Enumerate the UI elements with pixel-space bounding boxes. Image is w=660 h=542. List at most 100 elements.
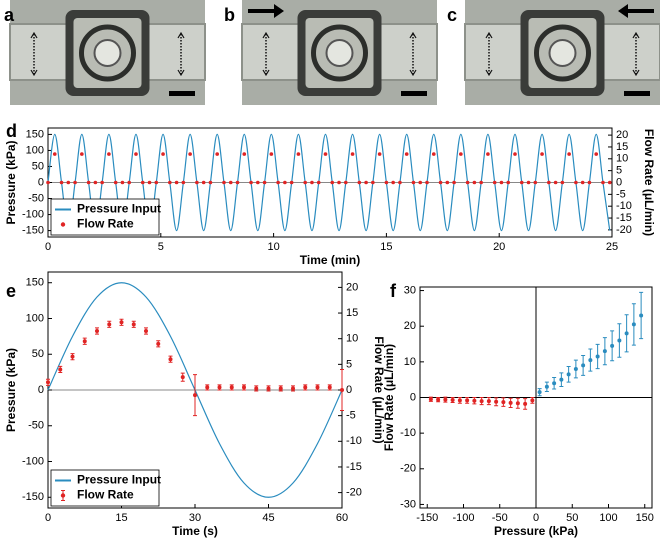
data-point xyxy=(479,399,484,404)
x-tick-label: -50 xyxy=(492,512,508,524)
data-point xyxy=(46,380,50,385)
x-tick-label: 45 xyxy=(262,512,274,524)
data-point xyxy=(607,180,612,185)
y2-tick-label: -20 xyxy=(346,487,362,499)
data-point xyxy=(479,180,483,185)
data-point xyxy=(113,180,118,185)
data-point xyxy=(120,180,125,185)
data-point xyxy=(553,180,558,185)
data-point xyxy=(574,180,578,185)
data-point xyxy=(205,385,210,390)
y2-tick-label: -5 xyxy=(616,188,626,200)
data-point xyxy=(594,152,599,156)
data-point xyxy=(229,385,234,390)
data-point xyxy=(80,152,84,156)
flow-arrow xyxy=(618,4,654,18)
data-point xyxy=(588,358,593,363)
data-point xyxy=(530,398,535,403)
data-point xyxy=(544,384,549,389)
data-point xyxy=(337,180,341,185)
panel-label: d xyxy=(6,121,17,141)
data-point xyxy=(156,341,161,346)
data-point xyxy=(278,386,283,391)
data-point xyxy=(134,152,138,156)
y-tick-label: -10 xyxy=(400,427,416,439)
data-point xyxy=(384,180,389,185)
data-point xyxy=(131,322,136,327)
data-point xyxy=(174,180,179,185)
data-point xyxy=(147,180,152,185)
data-point xyxy=(581,363,586,368)
y2-tick-label: 5 xyxy=(346,358,352,370)
y-tick-label: -100 xyxy=(22,455,44,467)
data-point xyxy=(93,180,98,185)
x-tick-label: 5 xyxy=(158,241,164,253)
x-tick-label: 25 xyxy=(606,241,618,253)
data-point xyxy=(587,180,592,185)
x-tick-label: 15 xyxy=(115,512,127,524)
data-point xyxy=(486,399,491,404)
data-point xyxy=(315,385,320,390)
data-point xyxy=(316,180,321,185)
y-tick-label: 0 xyxy=(38,176,44,188)
x-tick-label: 10 xyxy=(267,241,279,253)
data-point xyxy=(436,397,441,402)
data-point xyxy=(515,401,520,406)
data-point xyxy=(428,397,433,402)
data-point xyxy=(595,354,600,359)
data-point xyxy=(86,180,91,185)
device-ring xyxy=(311,24,368,82)
y2-tick-label: 15 xyxy=(616,141,628,153)
y-tick-label: -150 xyxy=(22,491,44,503)
data-point xyxy=(472,398,477,403)
y-tick-label: 30 xyxy=(404,284,416,296)
data-point xyxy=(343,180,348,185)
data-point xyxy=(465,180,470,185)
data-point xyxy=(631,322,636,327)
marker-head xyxy=(177,31,185,77)
data-point xyxy=(127,180,132,185)
data-point xyxy=(235,180,240,185)
data-point xyxy=(602,349,607,354)
data-point xyxy=(188,152,192,156)
legend-label: Flow Rate xyxy=(77,488,134,502)
legend-box xyxy=(50,469,160,507)
data-point xyxy=(181,180,186,185)
scale-bar xyxy=(401,91,427,96)
device-core xyxy=(93,39,122,67)
data-point xyxy=(82,339,87,344)
y-tick-label: -100 xyxy=(22,208,44,220)
data-point xyxy=(523,401,528,406)
y2-axis-label: Flow Rate (μL/min) xyxy=(642,129,656,236)
data-point xyxy=(330,180,335,185)
data-point xyxy=(222,180,226,185)
data-point xyxy=(457,398,462,403)
y2-tick-label: 10 xyxy=(346,333,358,345)
flow-arrow xyxy=(248,4,284,18)
data-point xyxy=(398,180,402,185)
panel-label: c xyxy=(447,5,457,25)
x-tick-label: 15 xyxy=(380,241,392,253)
data-point xyxy=(208,180,213,185)
data-point xyxy=(59,180,64,185)
data-point xyxy=(404,152,409,156)
data-line xyxy=(47,133,611,232)
marker-head xyxy=(409,31,417,77)
legend-box xyxy=(50,198,160,236)
x-tick-label: 0 xyxy=(533,512,539,524)
y2-tick-label: 15 xyxy=(346,307,358,319)
data-point xyxy=(254,386,259,391)
y-tick-label: 150 xyxy=(26,128,44,140)
data-point xyxy=(391,180,395,185)
data-point xyxy=(431,152,436,156)
y2-tick-label: -15 xyxy=(616,212,632,224)
y-axis-label: Pressure (kPa) xyxy=(4,348,18,432)
data-point xyxy=(472,180,477,185)
y-tick-label: 50 xyxy=(32,348,44,360)
data-point xyxy=(100,180,104,185)
scale-bar xyxy=(169,91,195,96)
data-point xyxy=(506,180,511,185)
marker-head xyxy=(262,31,270,77)
data-point xyxy=(107,152,111,156)
